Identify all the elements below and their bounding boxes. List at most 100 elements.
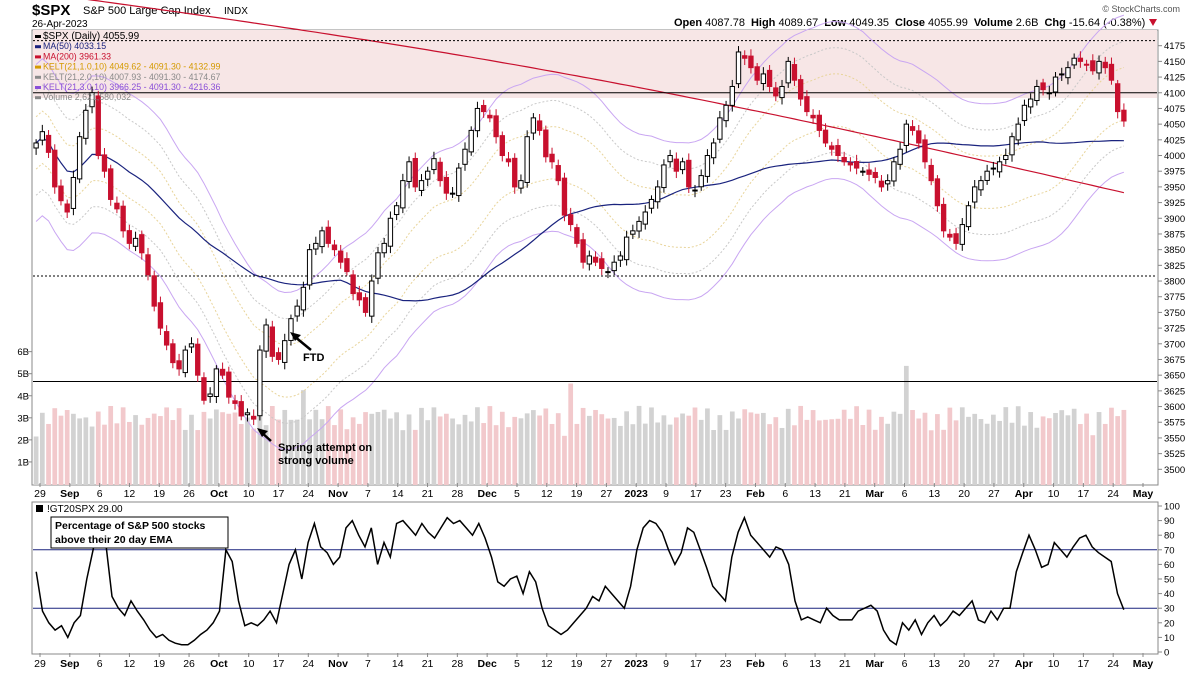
volume-tick-label: 4B <box>17 391 29 402</box>
volume-bar <box>58 415 64 485</box>
volume-bar <box>549 423 555 485</box>
candle-body <box>381 242 387 254</box>
candle-body <box>692 189 698 192</box>
volume-bar <box>636 405 642 485</box>
volume-bar <box>655 422 661 485</box>
candle-body <box>947 233 953 238</box>
indicator-description-line1: Percentage of S&P 500 stocks <box>55 520 206 532</box>
date-tick-label: Dec <box>478 658 497 670</box>
volume-bar <box>841 409 847 485</box>
candle-body <box>1102 61 1108 69</box>
date-tick-label: 27 <box>988 658 1000 670</box>
date-tick-label: 6 <box>97 488 103 500</box>
date-tick-label: 10 <box>1048 488 1060 500</box>
volume-bar <box>593 409 598 485</box>
volume-bar <box>120 407 126 485</box>
volume-bar <box>748 412 754 485</box>
date-tick-label: 27 <box>601 658 613 670</box>
candle-body <box>605 271 611 274</box>
volume-bar <box>89 426 95 485</box>
volume-bar <box>729 411 735 485</box>
volume-bar <box>543 408 549 485</box>
candle-body <box>1059 73 1065 76</box>
candle-body <box>406 161 412 182</box>
volume-bar <box>164 407 170 485</box>
volume-bar <box>263 425 269 485</box>
candle-body <box>1027 98 1034 108</box>
candle-body <box>580 239 586 263</box>
volume-bar <box>512 416 518 485</box>
volume-bar <box>251 428 257 485</box>
price-tick-label: 3975 <box>1164 167 1185 178</box>
indicator-description-box <box>50 516 229 549</box>
candle-body <box>176 360 182 370</box>
candle-body <box>412 157 418 188</box>
date-tick-label: Mar <box>865 658 884 670</box>
volume-bar <box>468 421 474 485</box>
candle-body <box>64 203 70 213</box>
index-name: S&P 500 Large Cap Index <box>83 5 211 17</box>
candle-body <box>804 96 810 113</box>
volume-bar <box>966 416 971 485</box>
volume-bar <box>207 418 213 485</box>
volume-bar <box>1078 424 1083 485</box>
volume-bar <box>767 424 772 485</box>
price-tick-label: 3650 <box>1164 371 1185 382</box>
ohlc-label: Chg <box>1044 17 1068 29</box>
price-tick-label: 4150 <box>1164 57 1185 68</box>
volume-bar <box>705 408 710 485</box>
volume-bar <box>953 420 959 485</box>
date-tick-label: 2023 <box>625 488 649 500</box>
volume-bar <box>282 409 288 485</box>
volume-bar <box>761 412 766 485</box>
volume-bar <box>990 414 996 485</box>
volume-bar <box>928 430 934 485</box>
price-tick-label: 3950 <box>1164 182 1185 193</box>
candle-body <box>344 258 350 273</box>
volume-bar <box>916 418 922 485</box>
candle-body <box>238 401 244 417</box>
volume-bar <box>903 365 909 485</box>
volume-bar <box>1003 407 1009 485</box>
volume-bar <box>835 418 841 485</box>
volume-bar <box>77 418 82 485</box>
volume-bar <box>462 414 468 485</box>
candle-body <box>561 177 568 216</box>
volume-bar <box>910 410 915 485</box>
volume-tick-label: 6B <box>17 347 29 358</box>
date-tick-label: 6 <box>782 488 788 500</box>
volume-bar <box>276 419 281 485</box>
candle-body <box>748 55 754 69</box>
candle-body <box>76 136 83 180</box>
indicator-tick-label: 100 <box>1164 502 1180 513</box>
volume-bar <box>848 418 853 485</box>
volume-bar <box>450 418 455 485</box>
volume-bar <box>220 412 225 485</box>
date-tick-label: 17 <box>273 488 285 500</box>
candle-body <box>829 145 835 150</box>
volume-bar <box>325 406 331 485</box>
candle-body <box>393 205 400 216</box>
candle-body <box>499 135 505 157</box>
candle-body <box>1021 104 1028 122</box>
volume-bar <box>580 407 586 485</box>
volume-bar <box>624 411 629 485</box>
candle-body <box>257 349 263 417</box>
volume-bar <box>1022 425 1027 485</box>
volume-bar <box>133 415 138 485</box>
candle-body <box>816 114 822 131</box>
symbol-title: $SPX <box>32 2 70 19</box>
volume-bar <box>102 424 107 485</box>
volume-bar <box>736 418 741 485</box>
candle-body <box>1115 83 1121 113</box>
volume-bar <box>363 412 368 485</box>
candle-body <box>306 249 313 286</box>
date-tick-label: Apr <box>1015 658 1033 670</box>
ohlc-label: Open <box>674 17 705 29</box>
date-tick-label: Sep <box>60 658 79 670</box>
candle-body <box>39 131 45 141</box>
candle-body <box>791 64 798 81</box>
candle-body <box>630 230 636 235</box>
candle-body <box>934 178 941 207</box>
ohlc-label: Close <box>895 17 928 29</box>
